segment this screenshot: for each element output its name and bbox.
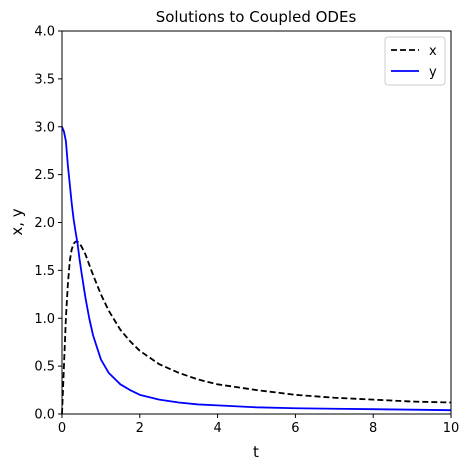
y-tick-label: 4.0: [34, 25, 55, 40]
legend: xy: [384, 36, 446, 86]
y-tick-label: 0.0: [34, 408, 55, 423]
x-tick-label: 2: [136, 421, 144, 436]
y-axis-label: x, y: [8, 208, 26, 235]
y-tick-label: 1.0: [34, 312, 55, 327]
x-axis: 0 2 4 6 8 10: [58, 414, 459, 436]
legend-box: [384, 36, 446, 86]
x-tick-label: 8: [369, 421, 377, 436]
y-tick-label: 3.0: [34, 120, 55, 135]
y-axis: 0.0 0.5 1.0 1.5 2.0 2.5 3.0 3.5 4.0: [34, 25, 62, 423]
series-layer: [61, 126, 452, 415]
y-tick-label: 2.5: [34, 168, 55, 183]
y-tick-label: 2.0: [34, 216, 55, 231]
chart-title: Solutions to Coupled ODEs: [156, 8, 357, 26]
legend-label-x: x: [429, 44, 437, 59]
legend-label-y: y: [429, 65, 437, 80]
series-line-x: [61, 240, 452, 415]
x-axis-label: t: [253, 443, 259, 461]
x-tick-label: 6: [291, 421, 299, 436]
series-line-y: [61, 126, 452, 412]
plot-frame: [61, 30, 452, 415]
y-tick-label: 3.5: [34, 72, 55, 87]
x-tick-label: 10: [443, 421, 460, 436]
y-tick-label: 1.5: [34, 264, 55, 279]
y-tick-label: 0.5: [34, 360, 55, 375]
x-tick-label: 4: [213, 421, 221, 436]
x-tick-label: 0: [58, 421, 66, 436]
